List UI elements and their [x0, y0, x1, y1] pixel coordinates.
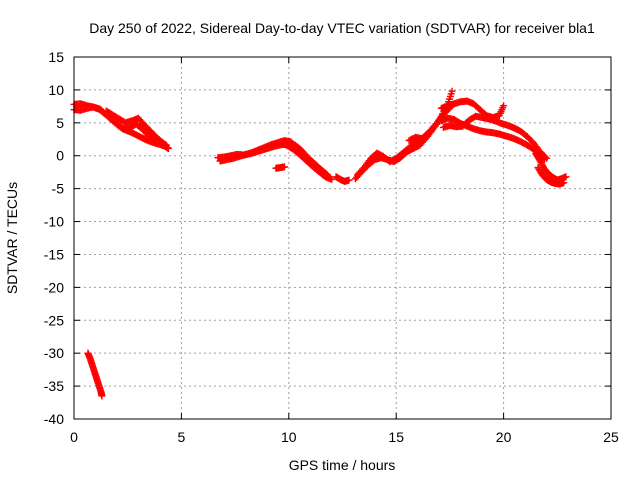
y-tick-label: -35 — [44, 378, 64, 394]
y-tick-label: 5 — [56, 115, 64, 131]
data-point — [448, 87, 456, 95]
x-tick-label: 10 — [281, 429, 297, 445]
x-tick-label: 0 — [70, 429, 78, 445]
y-tick-label: -25 — [44, 312, 64, 328]
x-tick-label: 20 — [496, 429, 512, 445]
series-arc-5e — [534, 164, 568, 188]
data-point — [543, 154, 551, 162]
y-tick-label: -30 — [44, 345, 64, 361]
y-tick-label: -15 — [44, 246, 64, 262]
y-tick-label: 0 — [56, 148, 64, 164]
series-arc-2d — [272, 163, 289, 172]
y-tick-label: 15 — [48, 49, 64, 65]
y-tick-label: -10 — [44, 214, 64, 230]
y-tick-label: -5 — [52, 181, 65, 197]
series-arc-1c — [102, 107, 168, 148]
series-arc-5c — [439, 112, 551, 162]
data-point — [541, 153, 549, 161]
y-tick-label: 10 — [48, 82, 64, 98]
x-tick-label: 5 — [178, 429, 186, 445]
y-tick-label: -20 — [44, 279, 64, 295]
y-tick-label: -40 — [44, 411, 64, 427]
series-arc-3 — [332, 173, 353, 185]
data-point — [345, 176, 353, 184]
x-tick-label: 15 — [388, 429, 404, 445]
data-point — [159, 139, 167, 147]
chart-title: Day 250 of 2022, Sidereal Day-to-day VTE… — [89, 20, 595, 36]
data-point — [160, 140, 168, 148]
y-axis-label: SDTVAR / TECUs — [4, 182, 20, 294]
data-point — [328, 175, 336, 183]
data-point — [500, 102, 508, 110]
series-arc-6 — [84, 349, 106, 400]
data-point — [562, 173, 570, 181]
axis-ticks: 0 5 10 15 20 25 15 10 5 0 -5 -10 -15 -20 -25 -30 -35 -40 — [44, 49, 619, 445]
data-points — [70, 87, 570, 400]
data-point — [560, 179, 568, 187]
series-arc-1b — [70, 103, 170, 149]
x-axis-label: GPS time / hours — [289, 457, 396, 473]
plot-frame — [73, 56, 612, 420]
x-tick-label: 25 — [603, 429, 619, 445]
series-arc-2c — [276, 139, 336, 183]
data-point — [281, 163, 289, 171]
gridlines — [74, 57, 611, 419]
data-point — [98, 392, 106, 400]
